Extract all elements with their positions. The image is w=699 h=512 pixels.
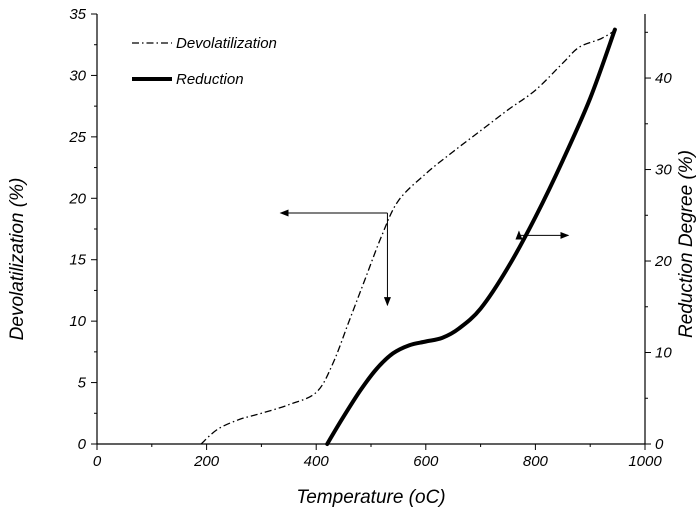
y-tick-label: 5 — [78, 375, 87, 392]
series-lines — [200, 27, 618, 446]
series-line-devolatilization — [200, 28, 618, 445]
legend-label-reduction: Reduction — [176, 71, 244, 88]
x-tick-label: 800 — [523, 453, 549, 470]
x-tick-label: 1000 — [628, 453, 662, 470]
y2-tick-label: 10 — [655, 345, 672, 362]
legend-label-devolatilization: Devolatilization — [176, 35, 277, 52]
y2-tick-label: 0 — [655, 436, 664, 453]
y-tick-label: 0 — [78, 436, 87, 453]
y-tick-label: 25 — [68, 129, 86, 146]
y2-tick-label: 30 — [655, 162, 672, 179]
y-axis-title: Devolatilization (%) — [7, 178, 28, 341]
y-tick-label: 35 — [69, 6, 86, 23]
tick-marks — [91, 13, 651, 450]
x-tick-label: 400 — [304, 453, 330, 470]
series-line-reduction — [325, 27, 617, 446]
y-tick-label: 10 — [69, 313, 86, 330]
y2-axis-title: Reduction Degree (%) — [676, 150, 697, 338]
x-tick-label: 200 — [193, 453, 220, 470]
y2-tick-label: 40 — [655, 70, 672, 87]
legend: Devolatilization Reduction — [132, 35, 277, 88]
x-axis-title: Temperature (oC) — [296, 487, 445, 508]
y-tick-label: 30 — [69, 67, 86, 84]
x-tick-label: 0 — [93, 453, 102, 470]
x-tick-label: 600 — [413, 453, 439, 470]
y-tick-label: 20 — [68, 190, 86, 207]
y-tick-label: 15 — [69, 252, 86, 269]
annotation-arrows — [279, 209, 570, 307]
y2-tick-label: 20 — [654, 253, 672, 270]
